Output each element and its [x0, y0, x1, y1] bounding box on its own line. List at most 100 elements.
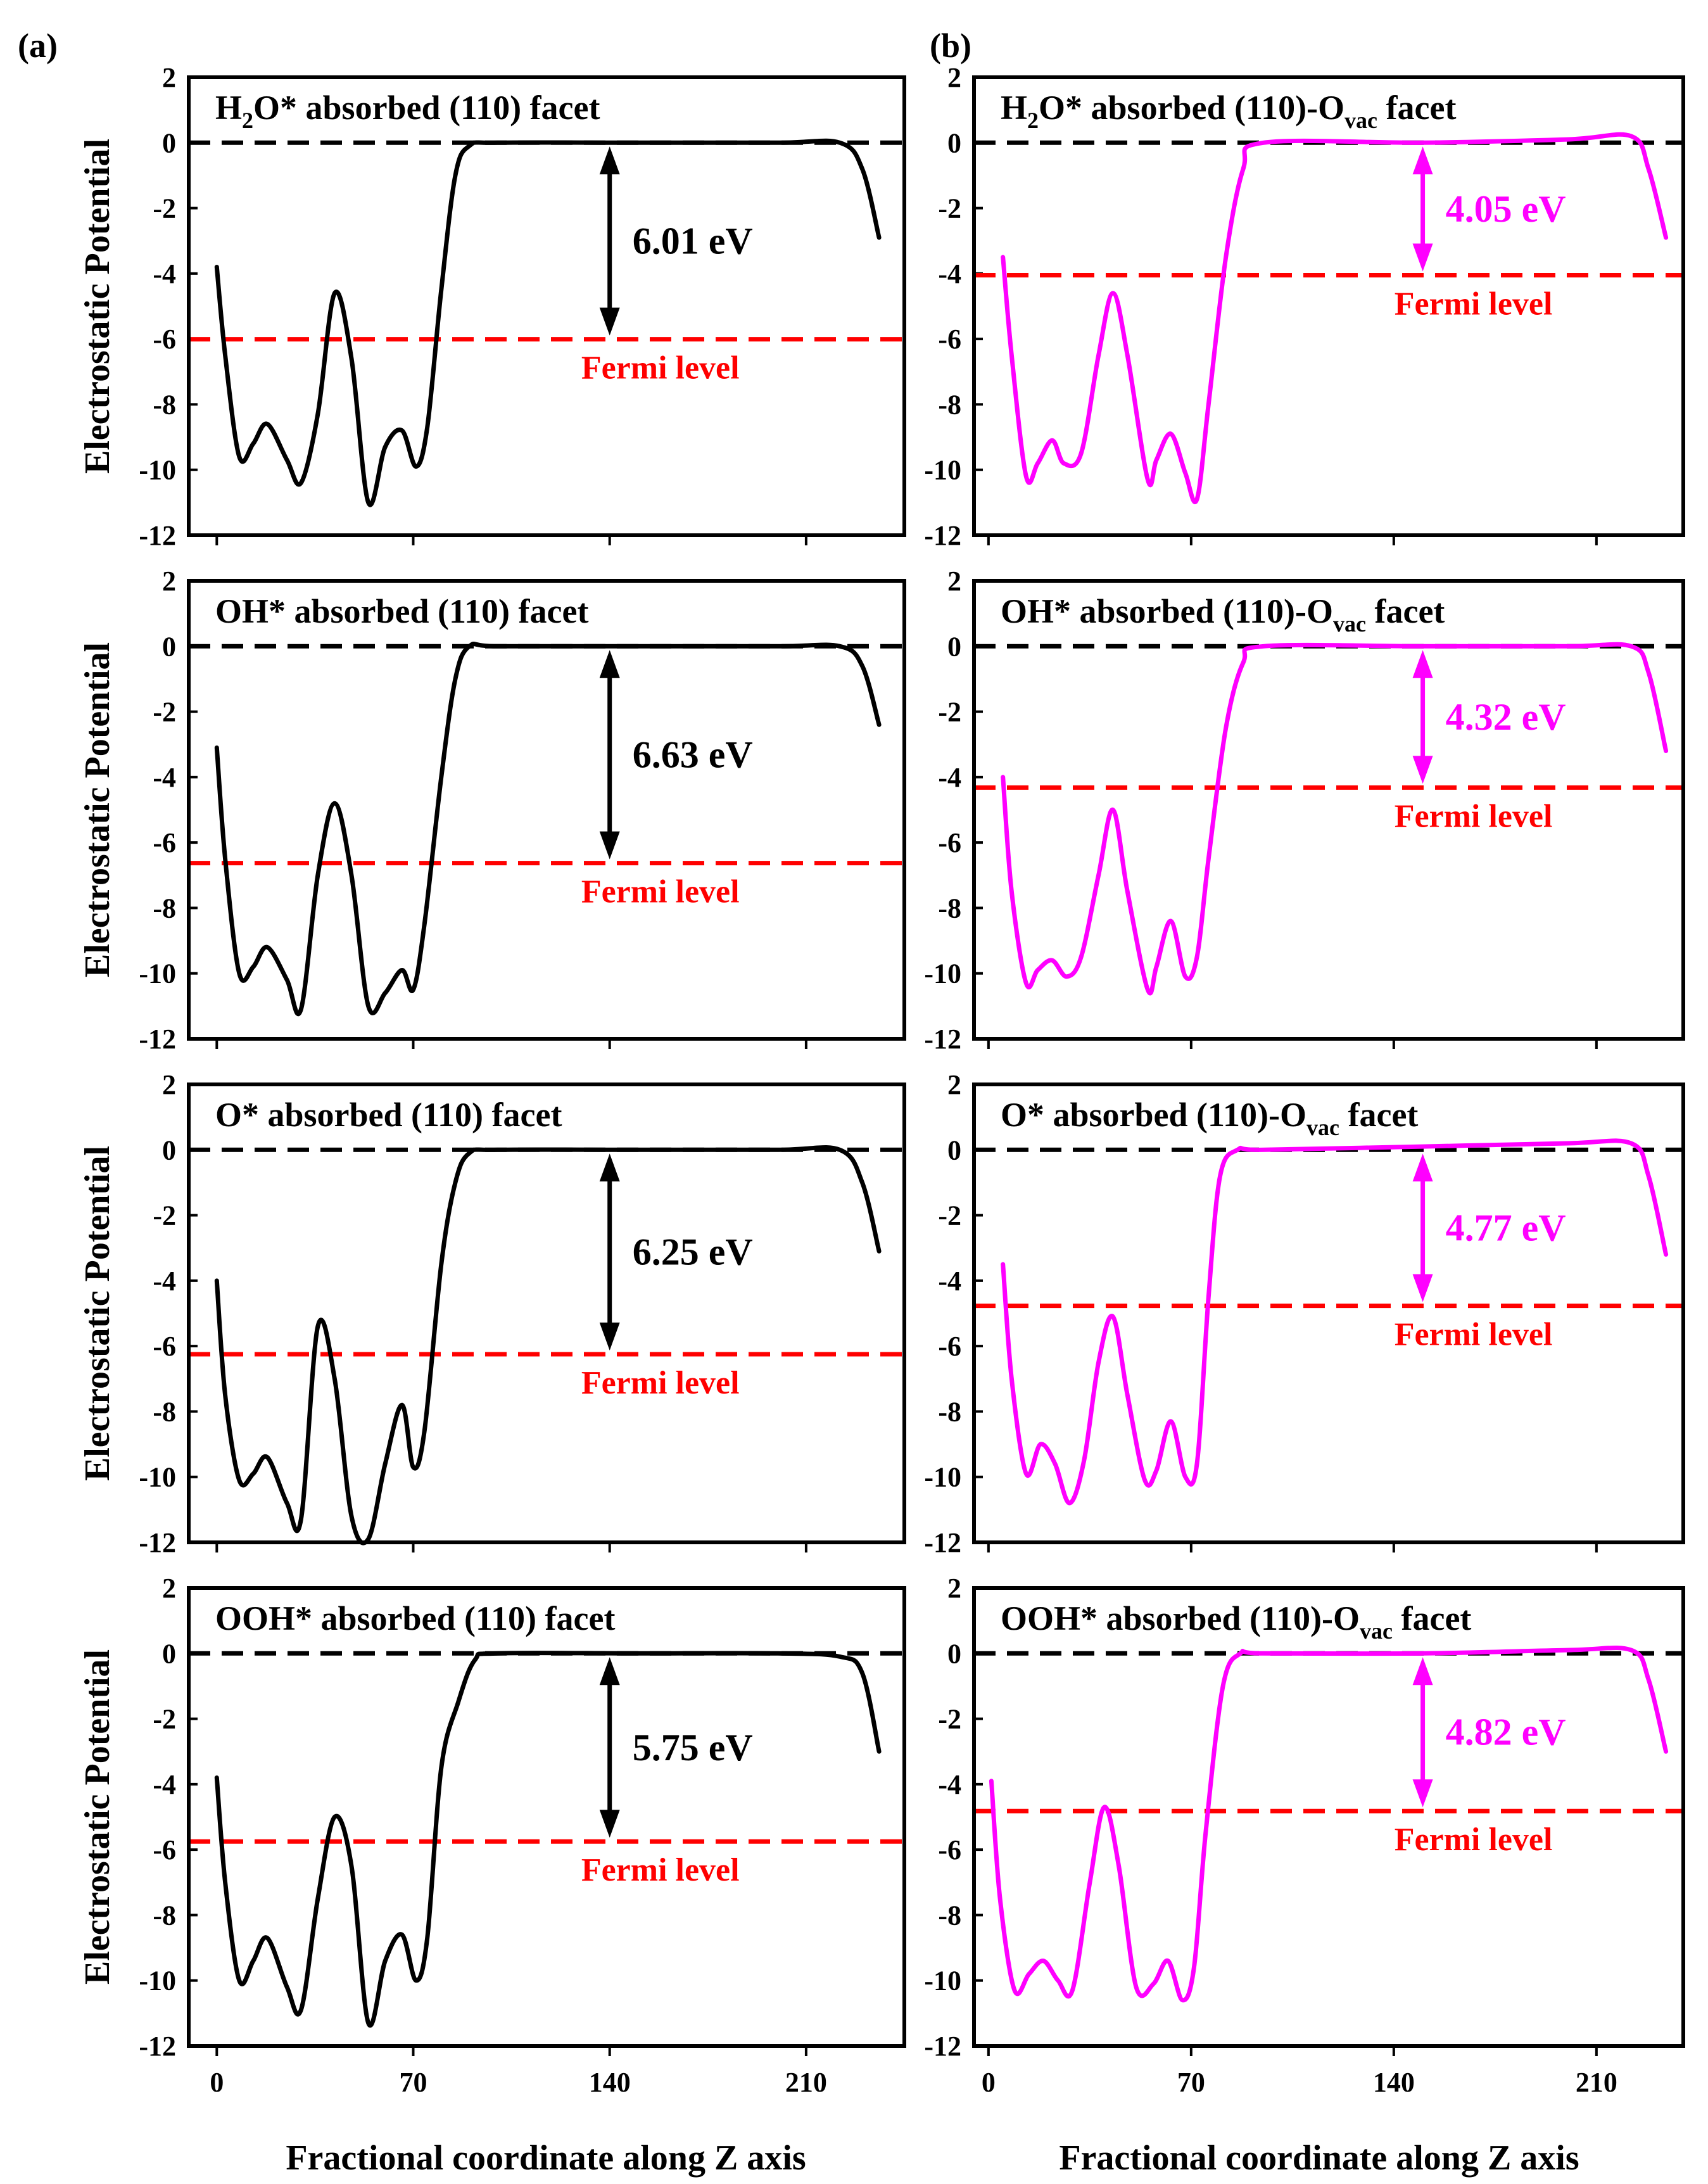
potential-curve [989, 1645, 1669, 2003]
y-axis-label: Electrostatic Potential [78, 642, 117, 977]
y-tick-label: -8 [938, 892, 961, 924]
x-tick-label: 0 [982, 2067, 996, 2098]
y-tick-label: -10 [924, 455, 961, 486]
y-tick-label: -12 [139, 1024, 176, 1055]
y-tick-label: 0 [162, 127, 176, 158]
y-axis-label: Electrostatic Potential [78, 1146, 117, 1481]
fermi-level-label: Fermi level [581, 1365, 740, 1401]
y-tick-label: -6 [938, 827, 961, 858]
chart-title: O* absorbed (110) facet [215, 1096, 562, 1134]
arrow-head-down-icon [599, 1323, 620, 1351]
y-tick-label: -8 [153, 1396, 176, 1427]
panel-label-b: (b) [930, 27, 971, 65]
x-tick-label: 0 [210, 2067, 224, 2098]
y-tick-label: -2 [938, 1704, 961, 1735]
chart-panel-a-1: 2 0 -2 -4 -6 -8 -10 -12 Electrostatic Potential 6… [78, 62, 906, 551]
work-function-value: 6.63 eV [633, 733, 753, 775]
y-tick-label: -12 [924, 520, 961, 551]
y-tick-label: -10 [924, 1462, 961, 1493]
chart-panel-b-2: 2 0 -2 -4 -6 -8 -10 -12 4.32 eV Fermi level OH* ab… [924, 566, 1685, 1055]
work-function-value: 6.25 eV [633, 1231, 753, 1273]
chart-panel-a-4: 2 0 -2 -4 -6 -8 -10 -12 0 70 140 210 Electrostatic P… [78, 1573, 906, 2098]
y-tick-label: -4 [153, 1769, 176, 1800]
x-tick-label: 140 [589, 2067, 631, 2098]
y-tick-label: 2 [947, 1573, 961, 1604]
arrow-head-up-icon [599, 1153, 620, 1182]
y-tick-label: -8 [153, 389, 176, 420]
fermi-level-label: Fermi level [581, 1852, 740, 1888]
y-tick-label: 2 [162, 1573, 176, 1604]
x-axis-label-b: Fractional coordinate along Z axis [1059, 2138, 1579, 2178]
y-tick-label: 0 [947, 1638, 961, 1669]
y-tick-label: -2 [938, 1200, 961, 1231]
y-tick-label: -8 [938, 1396, 961, 1427]
y-axis-label: Electrostatic Potential [78, 139, 117, 474]
chart-panel-b-3: 2 0 -2 -4 -6 -8 -10 -12 4.77 eV Fermi level O* abs… [924, 1069, 1685, 1558]
y-tick-label: 2 [947, 566, 961, 597]
chart-panel-a-3: 2 0 -2 -4 -6 -8 -10 -12 Electrostatic Potential 6… [78, 1069, 906, 1558]
plot-frame [972, 1586, 1685, 2048]
arrow-head-up-icon [1412, 1153, 1433, 1182]
arrow-head-up-icon [599, 1657, 620, 1686]
y-tick-label: -10 [924, 958, 961, 989]
plot-frame [187, 75, 906, 537]
chart-title: H2O* absorbed (110)-Ovac facet [1001, 89, 1456, 133]
y-tick-label: -12 [139, 1527, 176, 1558]
plot-frame [972, 1082, 1685, 1544]
arrow-head-up-icon [599, 146, 620, 175]
work-function-value: 4.32 eV [1446, 696, 1566, 738]
y-tick-label: -2 [153, 1704, 176, 1735]
y-tick-label: -4 [153, 258, 176, 289]
panel-label-a: (a) [18, 27, 58, 65]
y-tick-label: 2 [162, 1069, 176, 1100]
y-tick-label: 2 [162, 62, 176, 93]
plot-frame [187, 1082, 906, 1544]
y-tick-label: -12 [139, 520, 176, 551]
arrow-head-down-icon [599, 1810, 620, 1838]
plot-frame [972, 75, 1685, 537]
y-tick-label: -6 [153, 1331, 176, 1362]
fermi-level-label: Fermi level [1395, 286, 1553, 322]
y-tick-label: -2 [153, 1200, 176, 1231]
plot-grid: 2 0 -2 -4 -6 -8 -10 -12 Electrostatic Potential 6… [78, 62, 1685, 2098]
work-function-value: 4.77 eV [1446, 1207, 1566, 1248]
y-tick-label: 0 [162, 631, 176, 662]
y-axis-label: Electrostatic Potential [78, 1649, 117, 1984]
potential-curve [214, 1145, 882, 1546]
y-tick-label: -6 [153, 827, 176, 858]
y-tick-label: -10 [139, 1965, 176, 1997]
y-tick-label: -6 [938, 1834, 961, 1865]
x-tick-label: 70 [400, 2067, 427, 2098]
fermi-level-label: Fermi level [1395, 798, 1553, 834]
y-tick-label: 2 [162, 566, 176, 597]
plot-frame [187, 579, 906, 1041]
y-tick-label: -4 [938, 762, 961, 793]
arrow-head-down-icon [1412, 1274, 1433, 1302]
arrow-head-up-icon [1412, 146, 1433, 175]
arrow-head-down-icon [599, 307, 620, 336]
potential-curve [1001, 642, 1669, 996]
y-tick-label: 0 [162, 1638, 176, 1669]
y-tick-label: 0 [947, 631, 961, 662]
fermi-level-label: Fermi level [581, 350, 740, 386]
y-tick-label: -10 [139, 455, 176, 486]
arrow-head-down-icon [599, 831, 620, 860]
plot-frame [972, 579, 1685, 1041]
y-tick-label: -8 [938, 389, 961, 420]
arrow-head-up-icon [599, 650, 620, 678]
potential-curve [1001, 1138, 1669, 1506]
y-tick-label: -6 [938, 1331, 961, 1362]
y-tick-label: -6 [153, 324, 176, 355]
chart-title: OOH* absorbed (110)-Ovac facet [1001, 1599, 1471, 1644]
arrow-head-up-icon [1412, 650, 1433, 678]
x-tick-label: 210 [785, 2067, 827, 2098]
chart-title: OH* absorbed (110)-Ovac facet [1001, 592, 1445, 637]
y-tick-label: -4 [938, 1266, 961, 1297]
y-tick-label: -8 [153, 1900, 176, 1931]
y-tick-label: -8 [938, 1900, 961, 1931]
y-tick-label: -6 [938, 324, 961, 355]
work-function-value: 4.82 eV [1446, 1711, 1566, 1753]
y-tick-label: -2 [938, 697, 961, 728]
y-tick-label: 0 [947, 127, 961, 158]
